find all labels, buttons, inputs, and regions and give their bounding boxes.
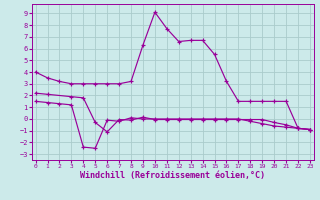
X-axis label: Windchill (Refroidissement éolien,°C): Windchill (Refroidissement éolien,°C) — [80, 171, 265, 180]
